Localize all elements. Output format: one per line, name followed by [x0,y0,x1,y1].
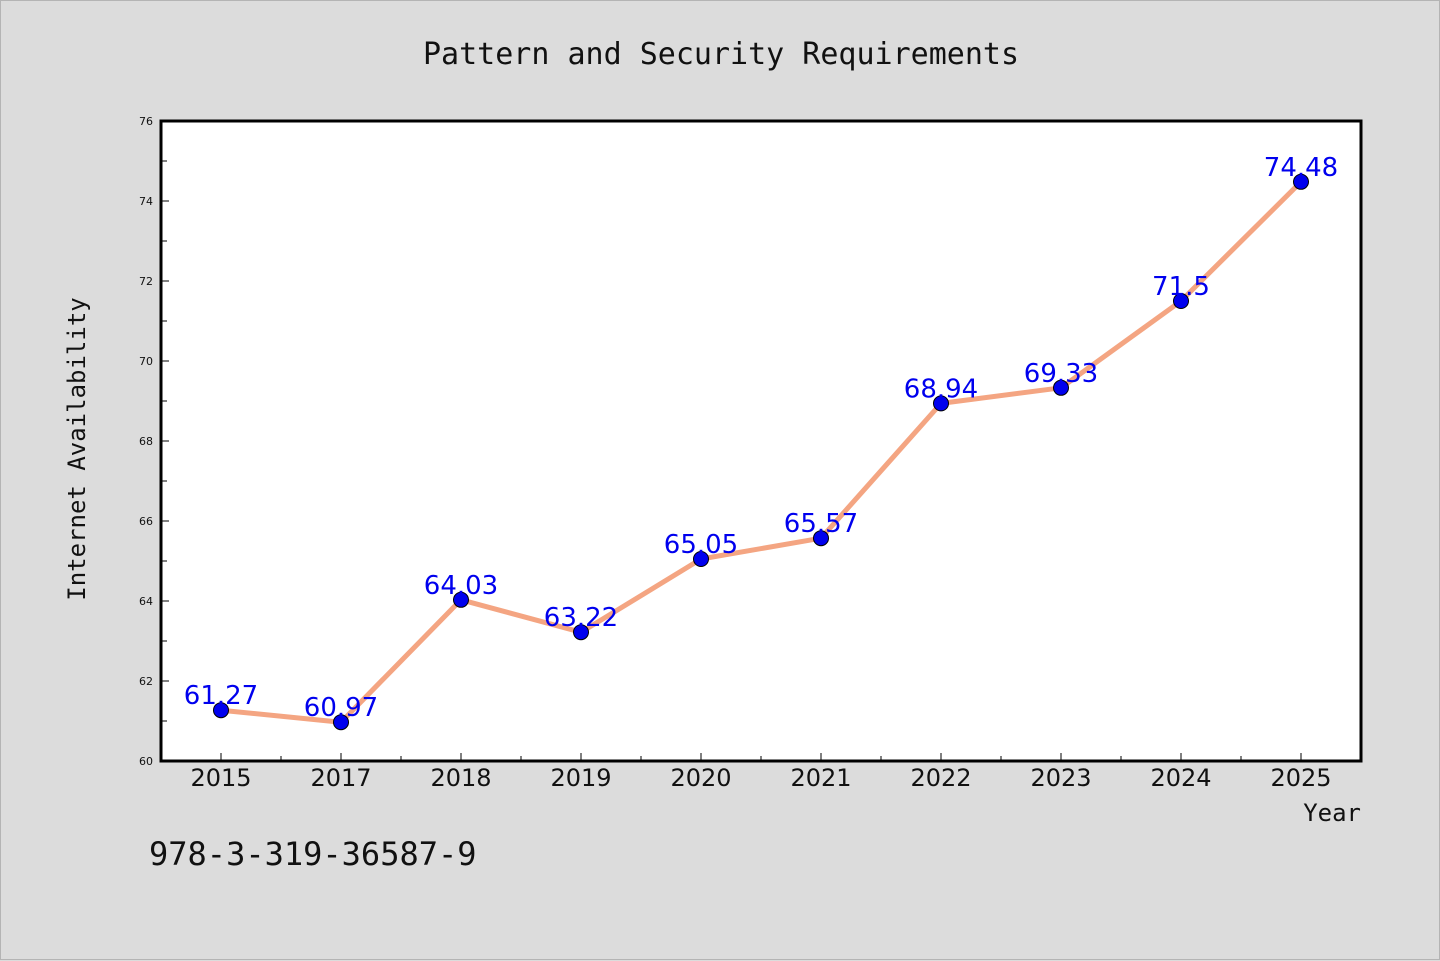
x-axis-label: Year [1303,799,1361,827]
data-point [933,395,949,412]
data-point [1173,293,1189,309]
plot-frame [159,119,1363,763]
chart-title: Pattern and Security Requirements [423,37,1019,72]
data-label: 65.57 [784,509,858,539]
x-tick-label: 2021 [790,764,851,792]
x-tick-label: 2020 [670,764,731,792]
data-label: 65.05 [664,530,738,560]
x-tick-label: 2017 [310,764,371,792]
y-tick-label: 72 [139,275,153,288]
y-tick-label: 76 [139,115,153,128]
data-label: 71.5 [1152,272,1210,302]
data-label: 61.27 [184,681,258,711]
y-tick-label: 68 [139,435,153,448]
data-point [573,624,589,641]
data-label: 64.03 [424,571,498,601]
x-tick-label: 2022 [910,764,971,792]
y-axis-label: Internet Availability [63,297,91,600]
x-tick-label: 2023 [1030,764,1091,792]
data-label: 60.97 [304,693,378,723]
data-label: 69.33 [1024,359,1098,389]
data-series: 61.27 60.97 64.03 63.22 65.05 65.57 68.94 69.33… [184,153,1338,731]
x-tick-label: 2018 [430,764,491,792]
plot-area [161,121,1361,761]
data-label: 74.48 [1264,153,1338,183]
x-tick-label: 2025 [1270,764,1331,792]
x-tick-label: 2015 [190,764,251,792]
data-label: 63.22 [544,603,618,633]
data-point [813,530,829,547]
y-tick-label: 62 [139,675,153,688]
data-point [693,551,709,567]
series-line [218,179,1304,725]
x-tick-label: 2024 [1150,764,1211,792]
data-label: 68.94 [904,374,978,404]
data-point [1053,379,1069,396]
data-point [213,702,229,719]
axis-ticks: 60 62 64 66 68 70 72 74 76 2015 2017 2018 2019 2020 20… [139,115,1332,792]
y-tick-label: 74 [139,195,153,208]
data-point [1293,173,1309,190]
data-point [453,591,469,608]
y-tick-label: 60 [139,755,153,768]
isbn-footer: 978-3-319-36587-9 [149,835,477,873]
y-tick-label: 66 [139,515,153,528]
y-tick-label: 64 [139,595,153,608]
x-tick-label: 2019 [550,764,611,792]
y-tick-label: 70 [139,355,153,368]
data-point [333,714,349,731]
